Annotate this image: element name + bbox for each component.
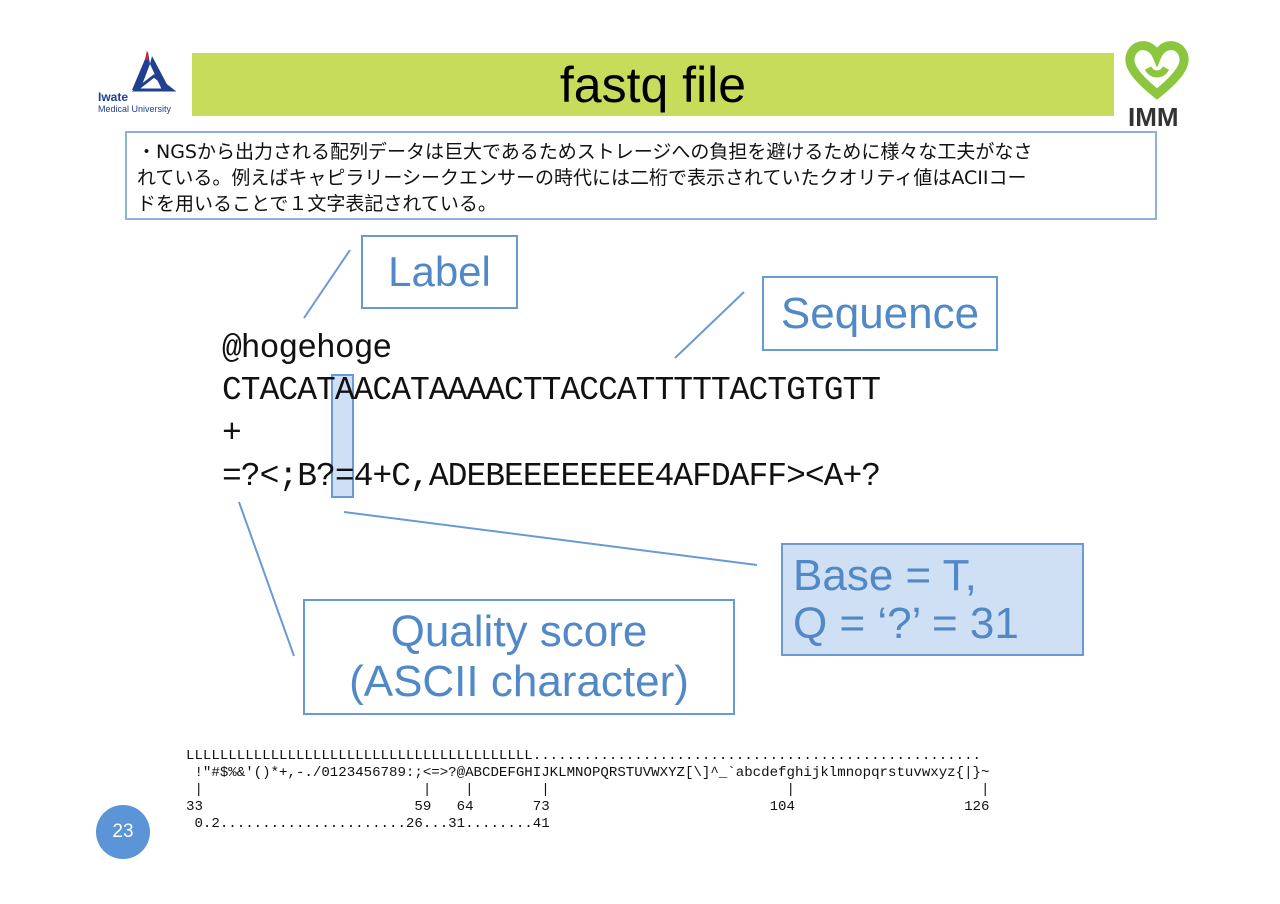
quality-score-callout: Quality score (ASCII character) (303, 599, 735, 715)
fastq-quality-line: =?<;B?=4+C,ADEBEEEEEEEE4AFDAFF><A+? (222, 458, 880, 495)
ascii-quality-table: LLLLLLLLLLLLLLLLLLLLLLLLLLLLLLLLLLLLLLLL… (186, 748, 989, 833)
base-callout-line-1: Base = T, (793, 552, 977, 600)
quality-callout-line-1: Quality score (391, 607, 648, 657)
fastq-plus-line: + (222, 415, 241, 452)
page-number: 23 (112, 821, 133, 843)
sequence-callout: Sequence (762, 276, 998, 351)
label-connector-line (304, 250, 350, 318)
ascii-table-row-characters: !"#$%&'()*+,-./0123456789:;<=>?@ABCDEFGH… (186, 765, 989, 782)
sequence-callout-text: Sequence (781, 289, 979, 339)
base-quality-callout: Base = T, Q = ‘?’ = 31 (781, 543, 1084, 656)
fastq-sequence-line: CTACATAACATAAAACTTACCATTTTTACTGTGTT (222, 372, 880, 409)
page-number-badge: 23 (96, 805, 150, 859)
quality-callout-line-2: (ASCII character) (349, 657, 689, 707)
quality-connector-line (239, 502, 294, 656)
base-callout-line-2: Q = ‘?’ = 31 (793, 600, 1019, 648)
label-callout-text: Label (388, 248, 491, 296)
sequence-connector-line (675, 292, 744, 358)
fastq-label-line: @hogehoge (222, 330, 391, 367)
base-connector-line (344, 512, 757, 565)
ascii-table-row-encoding: LLLLLLLLLLLLLLLLLLLLLLLLLLLLLLLLLLLLLLLL… (186, 748, 989, 765)
ascii-table-row-codes: 33 59 64 73 104 126 (186, 799, 989, 816)
ascii-table-row-markers: | | | | | | (186, 782, 989, 799)
ascii-table-row-scores: 0.2......................26...31........… (186, 816, 989, 833)
label-callout: Label (361, 235, 518, 309)
